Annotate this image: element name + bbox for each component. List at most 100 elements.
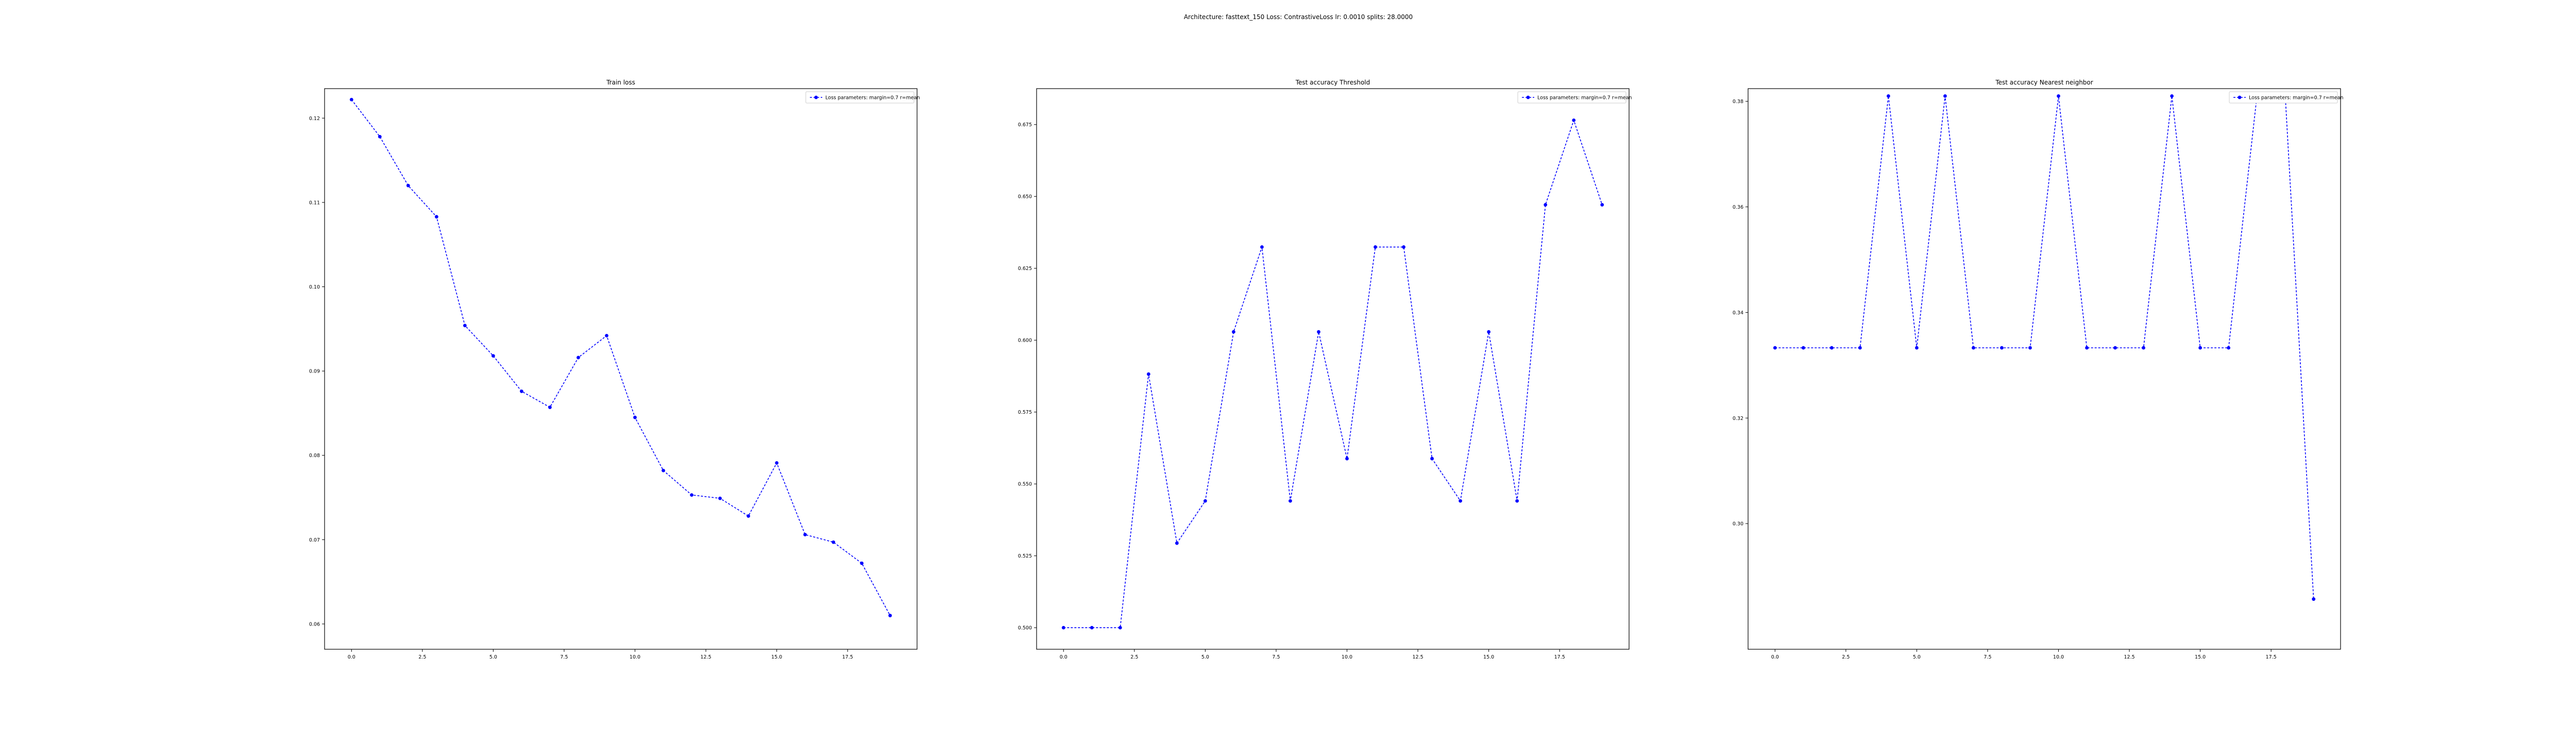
data-point — [1459, 499, 1463, 503]
data-point — [803, 533, 807, 536]
data-point — [1914, 346, 1919, 350]
data-point — [1600, 203, 1604, 207]
chart-title: Test accuracy Nearest neighbor — [1995, 79, 2093, 86]
series-line — [351, 99, 891, 616]
data-point — [1374, 245, 1377, 249]
data-point — [718, 496, 722, 500]
data-point — [1858, 346, 1862, 350]
y-tick-label: 0.11 — [309, 200, 320, 206]
legend: Loss parameters: margin=0.7 r=mean — [805, 91, 920, 104]
data-point — [633, 415, 637, 419]
x-tick-label: 0.0 — [348, 654, 355, 660]
data-point — [690, 493, 693, 497]
legend-box — [2229, 91, 2338, 104]
x-tick-label: 17.5 — [842, 654, 853, 660]
data-point — [349, 97, 353, 102]
y-tick-label: 0.525 — [1018, 553, 1032, 559]
data-point — [2000, 346, 2004, 350]
y-tick-label: 0.30 — [1733, 521, 1743, 527]
data-point — [2113, 346, 2117, 350]
y-tick-label: 0.550 — [1018, 482, 1032, 487]
data-point — [2198, 346, 2202, 350]
y-tick-label: 0.08 — [309, 453, 320, 459]
y-tick-label: 0.34 — [1733, 310, 1743, 316]
x-tick-label: 7.5 — [1272, 654, 1280, 660]
data-point — [548, 406, 552, 409]
x-tick-label: 10.0 — [1342, 654, 1352, 660]
x-tick-label: 5.0 — [489, 654, 497, 660]
x-tick-label: 12.5 — [2124, 654, 2134, 660]
data-point — [1572, 118, 1576, 122]
x-tick-label: 2.5 — [1842, 654, 1850, 660]
y-tick-label: 0.600 — [1018, 338, 1032, 344]
legend: Loss parameters: margin=0.7 r=mean — [1517, 91, 1632, 104]
data-point — [1175, 541, 1179, 545]
x-tick-label: 5.0 — [1913, 654, 1921, 660]
data-point — [1972, 346, 1975, 350]
x-tick-label: 7.5 — [560, 654, 568, 660]
test-accuracy-threshold-chart: Test accuracy Threshold 0.0 2.5 5.0 7.5 10.0 1… — [1018, 79, 1632, 660]
plot-frame — [1748, 88, 2341, 650]
data-point — [2142, 346, 2145, 350]
legend: Loss parameters: margin=0.7 r=mean — [2229, 91, 2344, 104]
y-tick-label: 0.32 — [1733, 416, 1743, 421]
data-point — [747, 514, 751, 518]
legend-box — [1517, 91, 1626, 104]
data-point — [662, 468, 665, 473]
data-point — [1943, 94, 1947, 98]
x-tick-label: 17.5 — [2266, 654, 2277, 660]
legend-marker-swatch — [2238, 95, 2242, 99]
data-point — [1317, 330, 1320, 334]
y-tick-label: 0.10 — [309, 284, 320, 290]
y-tick-label: 0.36 — [1733, 205, 1743, 210]
train-loss-chart: Train loss 0.0 2.5 5.0 7.5 10.0 12.5 15.0 17.5 0.… — [309, 79, 920, 660]
x-tick-label: 0.0 — [1060, 654, 1067, 660]
x-tick-label: 12.5 — [700, 654, 711, 660]
x-tick-label: 15.0 — [771, 654, 782, 660]
legend-box — [805, 91, 914, 104]
data-point — [406, 183, 410, 188]
data-point — [2312, 597, 2316, 601]
x-tick-label: 12.5 — [1412, 654, 1423, 660]
x-tick-label: 17.5 — [1554, 654, 1565, 660]
test-accuracy-nearest-neighbor-chart: Test accuracy Nearest neighbor 0.0 2.5 5.0 7… — [1733, 79, 2344, 660]
data-point — [1402, 245, 1405, 249]
data-point — [434, 215, 438, 219]
x-tick-label: 2.5 — [418, 654, 426, 660]
data-point — [1289, 499, 1292, 503]
data-point — [1829, 346, 1834, 350]
y-tick-label: 0.625 — [1018, 266, 1032, 272]
y-tick-label: 0.650 — [1018, 194, 1032, 200]
data-point — [2170, 94, 2174, 98]
y-tick-label: 0.06 — [309, 621, 320, 627]
x-tick-label: 0.0 — [1771, 654, 1779, 660]
legend-marker-swatch — [814, 95, 818, 99]
data-point — [1118, 626, 1122, 630]
data-point — [1801, 346, 1805, 350]
data-point — [491, 354, 495, 358]
y-tick-label: 0.575 — [1018, 410, 1032, 415]
data-point — [1544, 203, 1548, 207]
figure-suptitle: Architecture: fasttext_150 Loss: Contras… — [1183, 13, 1413, 21]
y-tick-label: 0.07 — [309, 537, 320, 543]
data-point — [1345, 457, 1349, 461]
x-tick-label: 7.5 — [1984, 654, 1991, 660]
y-tick-label: 0.09 — [309, 369, 320, 375]
data-point — [1515, 499, 1519, 503]
data-point — [1430, 457, 1434, 461]
data-point — [1203, 499, 1207, 503]
chart-title: Test accuracy Threshold — [1295, 79, 1370, 86]
data-point — [1090, 626, 1094, 630]
x-tick-label: 5.0 — [1201, 654, 1209, 660]
data-point — [605, 333, 608, 338]
y-tick-label: 0.38 — [1733, 99, 1743, 105]
x-tick-label: 15.0 — [1483, 654, 1494, 660]
y-tick-label: 0.500 — [1018, 626, 1032, 631]
data-point — [1232, 330, 1235, 334]
plot-frame — [1036, 88, 1630, 650]
series-line — [1063, 119, 1603, 628]
y-tick-label: 0.12 — [309, 116, 320, 122]
data-point — [888, 614, 892, 617]
x-tick-label: 10.0 — [2053, 654, 2064, 660]
